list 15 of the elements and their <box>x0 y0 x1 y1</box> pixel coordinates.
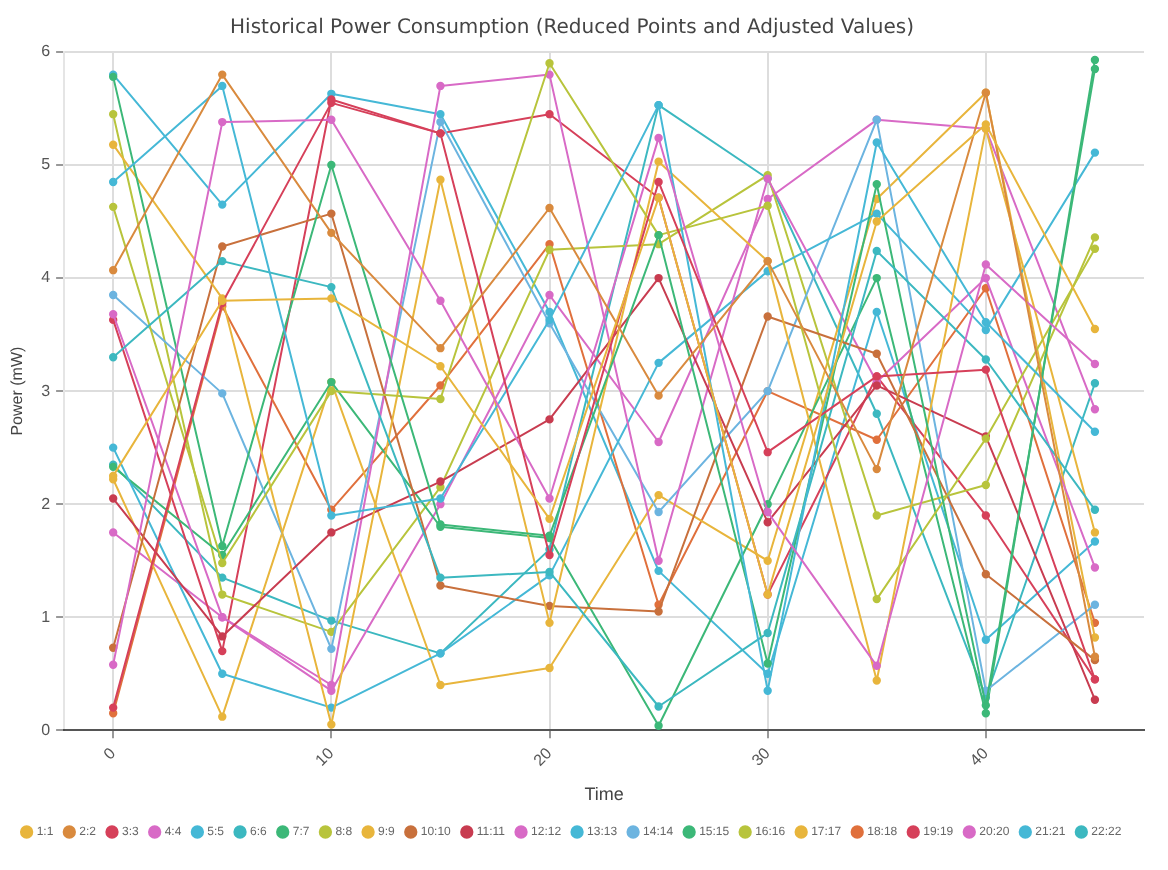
x-tick-label: 30 <box>748 743 775 770</box>
x-axis-title: Time <box>584 784 624 805</box>
y-tick-label: 2 <box>41 494 52 513</box>
x-tick-label: 20 <box>530 743 557 770</box>
y-tick-label: 5 <box>41 155 52 174</box>
y-tick-label: 0 <box>41 720 52 739</box>
chart-title: Historical Power Consumption (Reduced Points and Adjusted Values) <box>230 17 915 40</box>
y-tick-label: 1 <box>41 607 52 626</box>
x-tick-label: 10 <box>311 743 339 770</box>
y-axis-title: Power (mW) <box>8 346 27 436</box>
y-tick-label: 4 <box>41 268 52 287</box>
x-tick-label: 40 <box>966 743 993 770</box>
y-tick-label: 6 <box>41 42 52 61</box>
x-tick-label: 0 <box>100 743 120 764</box>
y-tick-label: 3 <box>41 381 52 400</box>
